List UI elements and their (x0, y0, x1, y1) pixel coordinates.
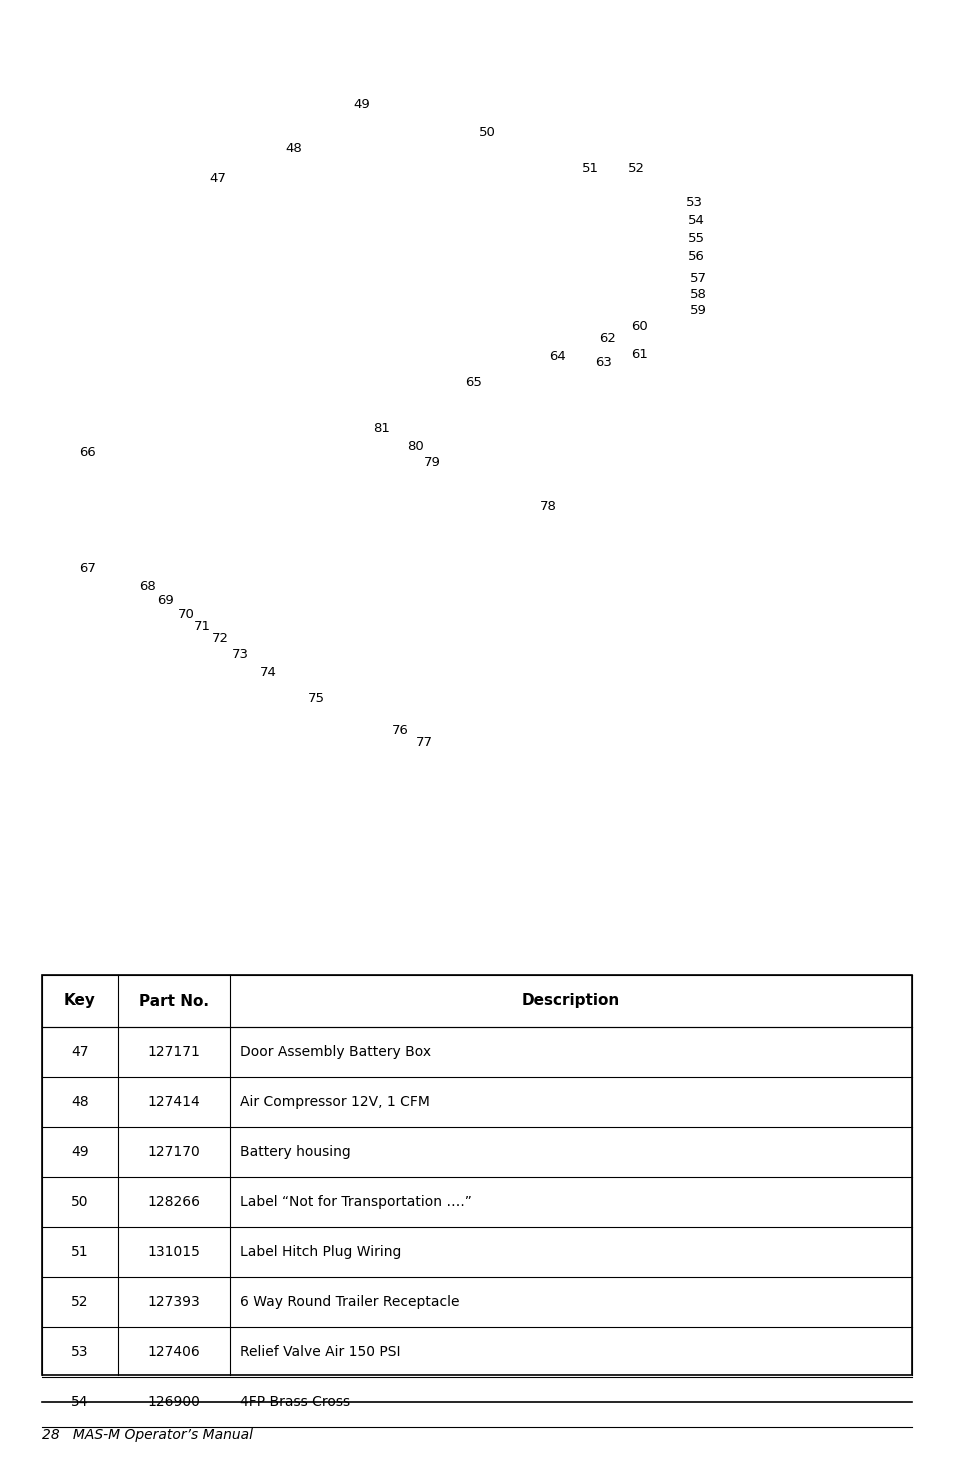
Text: 56: 56 (687, 249, 703, 263)
Text: 48: 48 (71, 1094, 89, 1109)
Text: Description: Description (521, 994, 619, 1009)
Text: 47: 47 (71, 1044, 89, 1059)
Text: 64: 64 (549, 350, 566, 363)
Text: 80: 80 (407, 440, 424, 453)
Text: 72: 72 (212, 631, 229, 645)
Text: 28   MAS-M Operator’s Manual: 28 MAS-M Operator’s Manual (42, 1428, 253, 1443)
Text: 57: 57 (689, 271, 706, 285)
Text: 53: 53 (685, 196, 701, 208)
Text: 51: 51 (71, 1245, 89, 1260)
Text: 127170: 127170 (148, 1145, 200, 1159)
Text: 50: 50 (478, 125, 495, 139)
Text: 73: 73 (232, 648, 248, 661)
Bar (42, 975, 911, 1375)
Text: 52: 52 (627, 161, 644, 174)
Text: 127393: 127393 (148, 1295, 200, 1308)
Text: 70: 70 (177, 608, 194, 621)
Text: 126900: 126900 (148, 1395, 200, 1409)
Text: 59: 59 (689, 304, 706, 317)
Text: 127414: 127414 (148, 1094, 200, 1109)
Text: 128266: 128266 (148, 1195, 200, 1209)
Text: 75: 75 (307, 692, 324, 705)
Text: 68: 68 (139, 580, 156, 593)
Text: 54: 54 (71, 1395, 89, 1409)
Text: Door Assembly Battery Box: Door Assembly Battery Box (240, 1044, 431, 1059)
Text: 50: 50 (71, 1195, 89, 1209)
Text: Air Compressor 12V, 1 CFM: Air Compressor 12V, 1 CFM (240, 1094, 430, 1109)
Text: 127406: 127406 (148, 1345, 200, 1358)
Text: 67: 67 (79, 562, 96, 574)
Text: Relief Valve Air 150 PSI: Relief Valve Air 150 PSI (240, 1345, 400, 1358)
Text: 62: 62 (598, 332, 616, 345)
Text: 47: 47 (210, 171, 226, 184)
Text: 58: 58 (689, 288, 706, 301)
Text: 52: 52 (71, 1295, 89, 1308)
Text: 77: 77 (416, 736, 432, 748)
Text: 51: 51 (581, 161, 598, 174)
Text: 49: 49 (71, 1145, 89, 1159)
Text: Label “Not for Transportation ….”: Label “Not for Transportation ….” (240, 1195, 472, 1209)
Text: Key: Key (64, 994, 96, 1009)
Text: Label Hitch Plug Wiring: Label Hitch Plug Wiring (240, 1245, 401, 1260)
Text: 78: 78 (539, 500, 556, 512)
Text: 6 Way Round Trailer Receptacle: 6 Way Round Trailer Receptacle (240, 1295, 459, 1308)
Text: 63: 63 (595, 355, 612, 369)
Text: 74: 74 (259, 665, 276, 678)
Text: 65: 65 (465, 376, 482, 388)
Text: 55: 55 (687, 232, 703, 245)
Text: 48: 48 (285, 142, 302, 155)
Text: 131015: 131015 (148, 1245, 200, 1260)
Text: 4FP Brass Cross: 4FP Brass Cross (240, 1395, 350, 1409)
Text: 71: 71 (193, 620, 211, 633)
Text: 127171: 127171 (148, 1044, 200, 1059)
Text: Battery housing: Battery housing (240, 1145, 351, 1159)
Text: 61: 61 (631, 348, 648, 360)
Text: 60: 60 (631, 320, 648, 332)
Text: 79: 79 (423, 456, 440, 469)
Text: 81: 81 (374, 422, 390, 435)
Text: 53: 53 (71, 1345, 89, 1358)
Text: Part No.: Part No. (139, 994, 209, 1009)
Text: 76: 76 (391, 724, 408, 736)
Text: 69: 69 (157, 593, 174, 606)
Text: 54: 54 (687, 214, 703, 227)
Text: 49: 49 (354, 97, 370, 111)
Text: 66: 66 (79, 445, 96, 459)
